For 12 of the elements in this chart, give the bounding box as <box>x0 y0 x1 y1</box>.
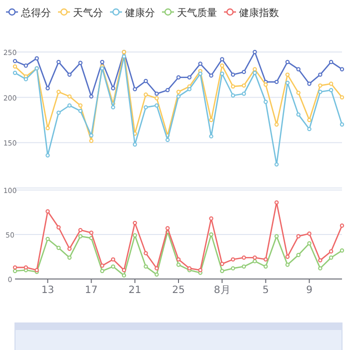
legend-label: 天气质量 <box>177 7 217 19</box>
x-tick-label: 5 <box>262 285 269 296</box>
legend-label: 健康指数 <box>239 7 279 19</box>
x-tick-label: 25 <box>172 285 185 296</box>
legend-label: 总得分 <box>20 7 51 19</box>
legend-label: 天气分 <box>73 7 103 19</box>
x-tick-label: 8月 <box>214 285 230 296</box>
x-tick-label: 17 <box>84 285 98 296</box>
x-tick-label: 21 <box>128 285 142 296</box>
x-tick-label: 9 <box>306 285 312 296</box>
x-tick-label: 13 <box>41 285 54 296</box>
legend-label: 健康分 <box>125 7 155 19</box>
